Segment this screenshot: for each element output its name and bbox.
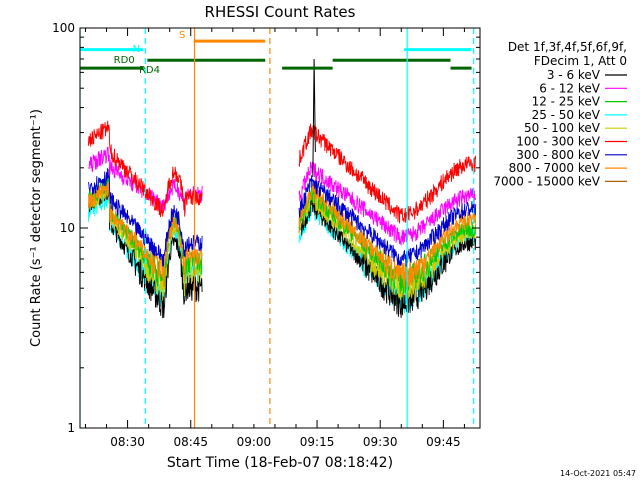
x-tick-label-0945: 09:45 [426, 435, 461, 449]
series-line-100-300keV [87, 120, 477, 224]
legend-label-12-25keV: 12 - 25 keV [532, 95, 601, 109]
legend: Det 1f,3f,4f,5f,6f,9f, FDecim 1, Att 0 3… [493, 40, 627, 188]
y-axis-label: Count Rate (s⁻¹ detector segment⁻¹) [29, 109, 44, 347]
legend-label-50-100keV: 50 - 100 keV [524, 121, 601, 135]
flag-label-3: RD4 [139, 65, 160, 76]
footer-timestamp: 14-Oct-2021 05:47 [560, 469, 636, 478]
y-tick-label-10: 10 [60, 221, 75, 235]
flag-label-0: N [133, 44, 140, 55]
chart-title: RHESSI Count Rates [205, 3, 356, 21]
spike-line [312, 58, 316, 177]
legend-label-800-7000keV: 800 - 7000 keV [509, 161, 601, 175]
legend-label-3-6keV: 3 - 6 keV [547, 68, 601, 82]
legend-label-100-300keV: 100 - 300 keV [516, 135, 600, 149]
legend-label-6-12keV: 6 - 12 keV [539, 81, 601, 95]
x-tick-label-0845: 08:45 [173, 435, 208, 449]
x-tick-label-0830: 08:30 [110, 435, 145, 449]
x-axis-label: Start Time (18-Feb-07 08:18:42) [167, 455, 393, 471]
plot-area: N S RD0 RD4 [80, 28, 477, 428]
y-tick-label-100: 100 [52, 21, 75, 35]
legend-header-line-2: FDecim 1, Att 0 [534, 54, 627, 68]
legend-label-7000-15000keV: 7000 - 15000 keV [493, 174, 600, 188]
legend-label-300-800keV: 300 - 800 keV [516, 148, 600, 162]
x-tick-label-0930: 09:30 [363, 435, 398, 449]
flag-label-2: RD0 [114, 55, 135, 66]
series-line-800-7000keV [87, 181, 477, 290]
y-tick-label-1: 1 [67, 421, 75, 435]
legend-label-25-50keV: 25 - 50 keV [532, 108, 601, 122]
x-tick-label-0900: 09:00 [237, 435, 272, 449]
x-tick-label-0915: 09:15 [300, 435, 335, 449]
legend-header-line-1: Det 1f,3f,4f,5f,6f,9f, [508, 40, 627, 54]
axes: 1 10 100 08:30 08:45 09:00 09:15 09:30 09:45 [52, 21, 480, 449]
flag-label-1: S [179, 30, 185, 41]
